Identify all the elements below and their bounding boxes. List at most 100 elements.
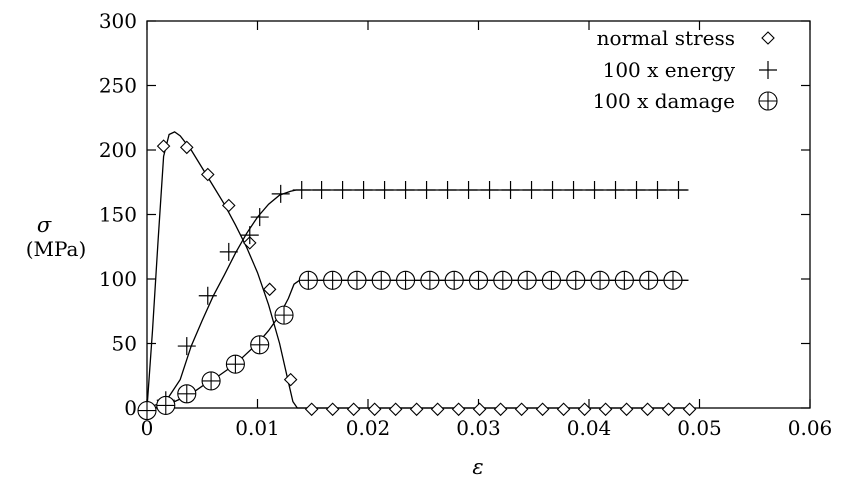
legend-label: 100 x damage — [593, 89, 735, 113]
data-point-circle-plus — [468, 270, 489, 290]
x-tick-label: 0.02 — [346, 416, 391, 440]
data-point-plus — [312, 180, 331, 199]
data-point-diamond — [661, 402, 676, 417]
data-point-diamond — [451, 402, 466, 417]
data-point-circle-plus — [347, 270, 367, 290]
data-point-diamond — [640, 402, 655, 417]
data-point-plus — [459, 180, 478, 199]
axis-tick-labels: 0 0.01 0.02 0.03 0.04 0.05 0.06 0 50 100 150 200 250… — [99, 9, 832, 440]
data-point-plus — [522, 180, 541, 199]
data-point-circle-plus — [298, 270, 318, 290]
data-point-plus — [648, 180, 667, 199]
y-tick-label: 0 — [124, 396, 137, 420]
legend-label: normal stress — [597, 26, 735, 50]
data-point-plus — [271, 184, 290, 203]
data-point-diamond — [346, 402, 361, 417]
data-point-plus — [354, 180, 373, 199]
data-point-plus — [564, 180, 583, 199]
data-point-diamond — [472, 402, 487, 417]
data-point-circle-plus — [137, 401, 157, 421]
series-markers — [137, 139, 697, 421]
data-point-plus — [606, 180, 625, 199]
x-axis-label: ε — [472, 455, 483, 479]
data-point-circle-plus — [517, 270, 537, 290]
data-point-circle-plus — [566, 270, 586, 290]
data-point-circle-plus — [371, 270, 391, 290]
legend: normal stress 100 x energy 100 x damage — [593, 26, 778, 113]
y-tick-label: 150 — [99, 203, 137, 227]
legend-label: 100 x energy — [603, 58, 736, 82]
data-point-plus — [480, 180, 499, 199]
data-point-diamond — [262, 282, 277, 297]
data-point-plus — [240, 226, 259, 245]
legend-marker-plus — [759, 61, 777, 79]
data-point-diamond — [535, 402, 550, 417]
data-point-circle-plus — [274, 305, 294, 325]
data-point-diamond — [493, 402, 508, 417]
data-point-circle-plus — [590, 270, 610, 290]
data-point-plus — [375, 180, 394, 199]
x-tick-label: 0.03 — [456, 416, 501, 440]
data-point-circle-plus — [396, 270, 416, 290]
data-point-circle-plus — [250, 335, 270, 355]
y-tick-label: 50 — [112, 332, 137, 356]
series-line — [146, 189, 689, 409]
data-point-circle-plus — [323, 270, 343, 290]
data-point-circle-plus — [639, 270, 659, 290]
x-tick-label: 0.06 — [788, 416, 833, 440]
data-point-plus — [543, 180, 562, 199]
data-point-plus — [219, 242, 238, 261]
data-point-circle-plus — [420, 270, 440, 290]
data-point-diamond — [283, 372, 298, 387]
data-point-circle-plus — [493, 270, 513, 290]
data-point-diamond — [156, 139, 171, 153]
data-point-diamond — [325, 402, 340, 417]
data-point-plus — [396, 180, 415, 199]
y-tick-label: 100 — [99, 267, 137, 291]
axis-ticks — [146, 20, 811, 409]
data-point-circle-plus — [201, 371, 221, 391]
data-point-diamond — [200, 167, 215, 182]
y-axis-unit: (MPa) — [26, 237, 87, 261]
data-point-diamond — [514, 402, 529, 417]
data-point-diamond — [598, 402, 613, 417]
data-point-diamond — [221, 198, 236, 213]
x-tick-label: 0.04 — [567, 416, 612, 440]
data-point-diamond — [388, 402, 403, 417]
data-point-circle-plus — [177, 384, 197, 404]
series-line — [146, 279, 689, 409]
data-point-plus — [177, 337, 196, 356]
legend-marker-circle-plus — [758, 91, 778, 111]
y-tick-label: 200 — [99, 138, 137, 162]
x-tick-label: 0.01 — [235, 416, 280, 440]
data-point-plus — [627, 180, 646, 199]
data-point-diamond — [304, 402, 319, 417]
data-point-circle-plus — [663, 270, 683, 290]
data-point-circle-plus — [225, 354, 245, 374]
data-point-circle-plus — [444, 270, 464, 290]
data-point-diamond — [577, 402, 592, 417]
data-point-diamond — [409, 402, 424, 417]
data-point-diamond — [619, 402, 634, 417]
legend-marker-diamond — [761, 31, 775, 45]
x-tick-label: 0 — [141, 416, 154, 440]
data-point-plus — [292, 180, 311, 199]
data-point-plus — [333, 180, 352, 199]
data-point-plus — [417, 180, 436, 199]
data-point-diamond — [180, 140, 194, 155]
data-point-diamond — [367, 402, 382, 417]
data-point-diamond — [556, 402, 571, 417]
data-point-circle-plus — [614, 270, 634, 290]
data-point-plus — [438, 180, 457, 199]
data-point-diamond — [430, 402, 445, 417]
data-point-circle-plus — [541, 270, 561, 290]
data-point-circle-plus — [156, 395, 176, 415]
data-point-diamond — [682, 402, 697, 417]
data-point-plus — [585, 180, 604, 199]
series-line — [146, 131, 689, 409]
y-tick-label: 250 — [99, 74, 137, 98]
data-point-plus — [198, 286, 217, 305]
y-axis-label: σ — [37, 213, 52, 237]
data-point-plus — [669, 180, 688, 199]
